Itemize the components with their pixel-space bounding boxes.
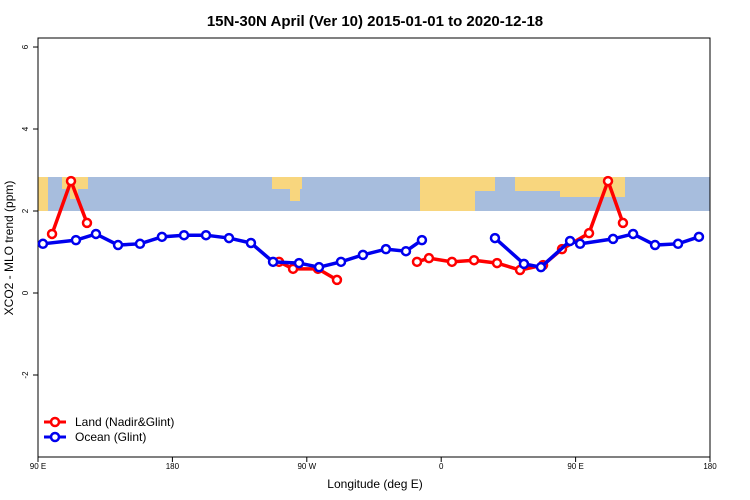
legend-marker	[49, 416, 61, 428]
point	[423, 252, 435, 264]
y-tick-label: 4	[21, 126, 30, 131]
x-tick-label: 0	[439, 462, 444, 471]
point	[400, 245, 412, 257]
legend: Land (Nadir&Glint)Ocean (Glint)	[44, 415, 174, 444]
point	[81, 217, 93, 229]
point	[583, 227, 595, 239]
point	[313, 261, 325, 273]
y-tick-label: 6	[21, 44, 30, 49]
point	[335, 256, 347, 268]
point	[574, 238, 586, 250]
point	[293, 257, 305, 269]
point	[602, 175, 614, 187]
point	[223, 232, 235, 244]
point	[693, 231, 705, 243]
point	[267, 256, 279, 268]
point	[564, 235, 576, 247]
point	[491, 257, 503, 269]
y-axis-label: XCO2 - MLO trend (ppm)	[2, 181, 16, 316]
legend-marker	[49, 431, 61, 443]
point	[627, 228, 639, 240]
x-tick-label: 90 W	[297, 462, 316, 471]
point	[607, 233, 619, 245]
point	[446, 256, 458, 268]
point	[245, 237, 257, 249]
x-tick-label: 90 E	[30, 462, 46, 471]
point	[134, 238, 146, 250]
plot-frame	[37, 37, 711, 458]
x-tick-label: 90 E	[567, 462, 583, 471]
x-tick-label: 180	[166, 462, 180, 471]
x-axis-label: Longitude (deg E)	[327, 477, 422, 491]
point	[65, 175, 77, 187]
point	[380, 243, 392, 255]
point	[46, 228, 58, 240]
legend-label: Land (Nadir&Glint)	[75, 415, 174, 429]
point	[489, 232, 501, 244]
y-tick-label: 2	[21, 208, 30, 213]
point	[518, 258, 530, 270]
x-tick-label: 180	[703, 462, 717, 471]
map-band	[38, 177, 710, 211]
point	[468, 254, 480, 266]
point	[156, 231, 168, 243]
legend-label: Ocean (Glint)	[75, 430, 146, 444]
point	[70, 234, 82, 246]
y-tick-label: 0	[21, 290, 30, 295]
point	[112, 239, 124, 251]
point	[287, 263, 299, 275]
point	[357, 249, 369, 261]
y-tick-label: -2	[21, 371, 30, 379]
chart-title: 15N-30N April (Ver 10) 2015-01-01 to 202…	[207, 13, 543, 30]
point	[331, 274, 343, 286]
point	[535, 261, 547, 273]
point	[37, 238, 49, 250]
point	[416, 234, 428, 246]
point	[617, 217, 629, 229]
point	[649, 239, 661, 251]
point	[90, 228, 102, 240]
point	[200, 229, 212, 241]
point	[411, 256, 423, 268]
point	[672, 238, 684, 250]
point	[178, 229, 190, 241]
